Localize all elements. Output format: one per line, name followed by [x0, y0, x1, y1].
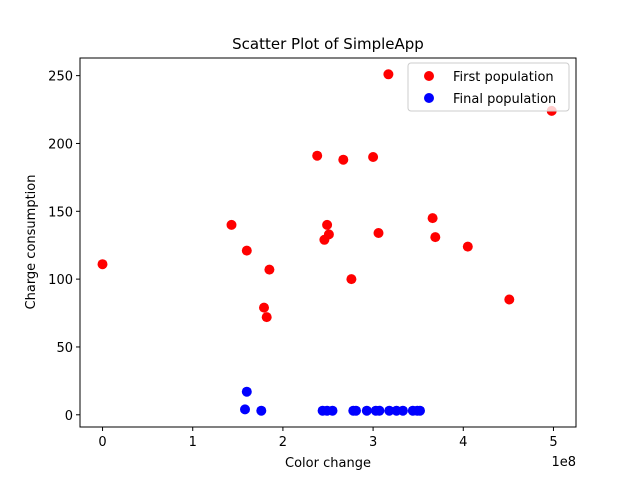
data-point-series-0-2 — [241, 245, 252, 256]
data-point-series-1-7 — [351, 405, 361, 416]
x-axis: 0 1 2 3 4 5 — [98, 427, 558, 450]
data-point-series-1-16 — [415, 405, 425, 416]
data-point-series-0-1 — [226, 219, 237, 230]
y-tick-label: 250 — [48, 70, 73, 85]
data-point-series-0-11 — [346, 274, 357, 285]
data-point-series-1-8 — [361, 405, 372, 416]
data-point-series-0-5 — [264, 264, 275, 275]
points-layer — [97, 69, 557, 416]
legend-label-first-population: First population — [453, 70, 554, 85]
y-tick-label: 0 — [65, 409, 73, 424]
plot-frame — [79, 57, 577, 428]
data-point-series-0-0 — [97, 259, 108, 270]
data-point-series-0-14 — [383, 69, 394, 80]
y-tick-label: 100 — [48, 273, 73, 288]
legend-marker-first-population — [424, 71, 434, 81]
y-tick-label: 200 — [48, 137, 73, 152]
chart-title: Scatter Plot of SimpleApp — [232, 35, 424, 53]
y-axis-label: Charge consumption — [24, 175, 39, 310]
legend-marker-final-population — [424, 93, 434, 103]
y-tick-label: 150 — [48, 205, 73, 220]
x-tick-label: 5 — [549, 435, 557, 450]
data-point-series-0-4 — [261, 312, 272, 323]
data-point-series-0-15 — [427, 213, 438, 224]
x-tick-label: 1 — [189, 435, 197, 450]
x-axis-label: Color change — [285, 456, 371, 471]
data-point-series-1-10 — [374, 405, 385, 416]
data-point-series-1-5 — [327, 405, 338, 416]
data-point-series-0-10 — [338, 154, 349, 165]
legend: First population Final population — [407, 62, 570, 112]
data-point-series-1-11 — [384, 405, 395, 416]
data-point-series-0-9 — [323, 229, 334, 240]
data-point-series-0-18 — [504, 294, 515, 305]
data-point-series-1-13 — [397, 405, 408, 416]
data-point-series-1-0 — [240, 404, 250, 415]
x-tick-label: 2 — [279, 435, 287, 450]
data-point-series-0-16 — [430, 232, 441, 243]
x-tick-label: 3 — [369, 435, 377, 450]
legend-box — [407, 62, 570, 112]
data-point-series-0-12 — [368, 152, 379, 162]
x-tick-label: 0 — [98, 435, 106, 450]
data-point-series-1-1 — [241, 386, 252, 397]
data-point-series-0-13 — [373, 228, 384, 238]
legend-label-final-population: Final population — [453, 92, 556, 107]
x-offset-text: 1e8 — [551, 455, 576, 470]
y-tick-label: 50 — [56, 341, 73, 356]
data-point-series-1-2 — [256, 405, 267, 416]
data-point-series-0-17 — [462, 241, 473, 252]
x-tick-label: 4 — [459, 435, 467, 450]
y-axis: 0 50 100 150 200 250 — [48, 70, 80, 424]
data-point-series-0-6 — [312, 150, 323, 161]
data-point-series-0-8 — [322, 219, 333, 230]
data-point-series-0-3 — [259, 302, 269, 313]
